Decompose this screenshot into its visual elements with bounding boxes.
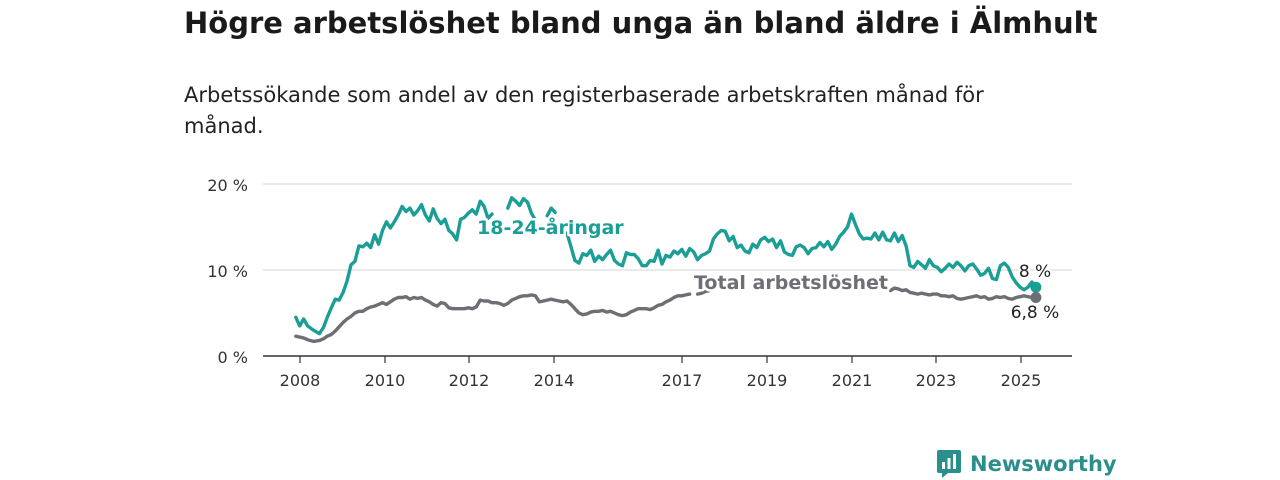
series-label-halo: 18-24-åringar <box>477 215 624 239</box>
series-line-youth <box>565 212 1038 292</box>
x-tick-label: 2010 <box>365 371 406 390</box>
end-value-label-halo: 6,8 % <box>1011 303 1060 323</box>
brand-name: Newsworthy <box>970 452 1117 476</box>
chart-subtitle: Arbetssökande som andel av den registerb… <box>184 83 984 138</box>
x-tick-label: 2023 <box>916 371 957 390</box>
series-line-youth <box>506 196 538 222</box>
series-end-point <box>1030 281 1042 293</box>
series-line-total <box>294 292 692 344</box>
series-label-halo: Total arbetslöshet <box>694 272 888 294</box>
x-tick-label: 2021 <box>832 371 873 390</box>
chart-title: Högre arbetslöshet bland unga än bland ä… <box>184 6 1098 40</box>
series-line-youth <box>294 199 494 336</box>
end-value-label: 8 % <box>1019 262 1051 282</box>
y-tick-label: 0 % <box>218 348 248 367</box>
end-value-label-halo: 8 % <box>1019 262 1051 282</box>
series-line-total <box>695 287 716 296</box>
series-label: 18-24-åringar <box>477 215 624 239</box>
end-value-label: 6,8 % <box>1011 303 1060 323</box>
bar-chart-speech-icon <box>937 450 961 478</box>
x-tick-label: 2014 <box>534 371 575 390</box>
series-end-point <box>1030 292 1042 304</box>
x-tick-label: 2017 <box>662 371 703 390</box>
x-tick-label: 2019 <box>747 371 788 390</box>
newsworthy-logo: Newsworthy <box>936 448 1117 480</box>
series-line-youth <box>545 206 557 218</box>
x-tick-label: 2012 <box>449 371 490 390</box>
y-tick-label: 10 % <box>207 262 248 281</box>
x-tick-label: 2008 <box>280 371 321 390</box>
x-tick-label: 2025 <box>1001 371 1042 390</box>
series-label: Total arbetslöshet <box>694 272 888 294</box>
y-tick-label: 20 % <box>207 176 248 195</box>
series-line-total <box>888 286 1038 301</box>
